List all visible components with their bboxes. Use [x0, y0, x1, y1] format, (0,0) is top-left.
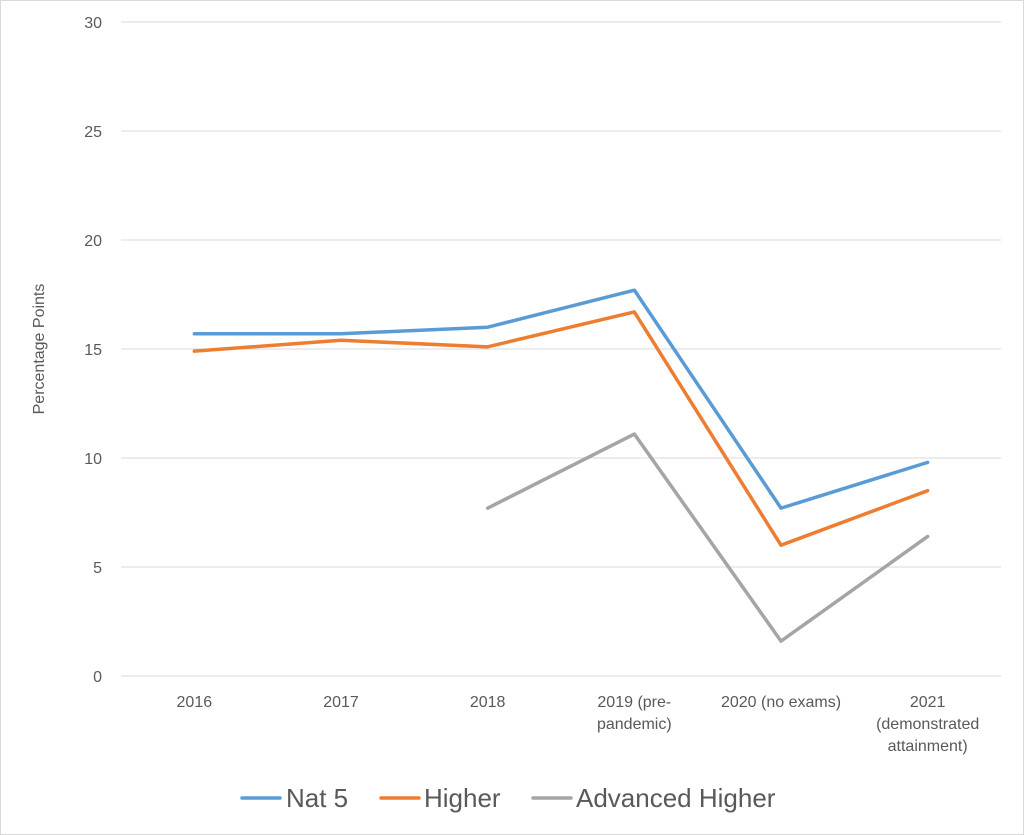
- series-nat-5: [192, 288, 930, 510]
- legend-item: Advanced Higher: [531, 783, 776, 813]
- y-axis-ticks: 0 5 10 15 20 25 30: [84, 15, 102, 686]
- y-tick-label: 0: [93, 669, 102, 686]
- x-tick-label-line: attainment): [888, 738, 968, 755]
- legend-item: Higher: [379, 783, 501, 813]
- x-tick-label-line: 2020 (no exams): [721, 694, 841, 711]
- series-line-nat-5: [192, 288, 930, 510]
- y-tick-label: 20: [84, 233, 102, 250]
- y-tick-label: 30: [84, 15, 102, 32]
- x-tick-label-line: 2021: [910, 694, 946, 711]
- legend-label: Advanced Higher: [576, 783, 776, 813]
- x-tick-label-line: pandemic): [597, 716, 672, 733]
- y-tick-label: 5: [93, 560, 102, 577]
- x-tick-label-line: 2016: [177, 694, 213, 711]
- x-tick-label: 2017: [323, 694, 359, 711]
- y-tick-label: 15: [84, 342, 102, 359]
- series-lines: [192, 288, 930, 643]
- y-tick-label: 10: [84, 451, 102, 468]
- legend-item: Nat 5: [240, 783, 348, 813]
- x-tick-label-line: 2018: [470, 694, 506, 711]
- y-tick-label: 25: [84, 124, 102, 141]
- x-tick-label-line: (demonstrated: [876, 716, 979, 733]
- x-tick-label: 2016: [177, 694, 213, 711]
- legend-label: Nat 5: [286, 783, 348, 813]
- gridlines: [121, 21, 1001, 677]
- series-line-advanced-higher: [485, 432, 930, 643]
- x-tick-label-line: 2017: [323, 694, 359, 711]
- series-line-higher: [192, 310, 930, 547]
- legend-label: Higher: [424, 783, 501, 813]
- x-axis-ticks: 2016 2017 2018 2019 (pre-pandemic) 2020 (no …: [177, 694, 980, 755]
- series-higher: [192, 310, 930, 547]
- x-tick-label: 2021 (demonstrated attainment): [876, 694, 979, 755]
- x-tick-label: 2020 (no exams): [721, 694, 841, 711]
- series-advanced-higher: [485, 432, 930, 643]
- x-tick-label-line: 2019 (pre-: [597, 694, 671, 711]
- legend: Nat 5 Higher Advanced Higher: [240, 783, 776, 813]
- y-axis-label: Percentage Points: [31, 284, 48, 415]
- x-tick-label: 2019 (pre-pandemic): [597, 694, 672, 733]
- x-tick-label: 2018: [470, 694, 506, 711]
